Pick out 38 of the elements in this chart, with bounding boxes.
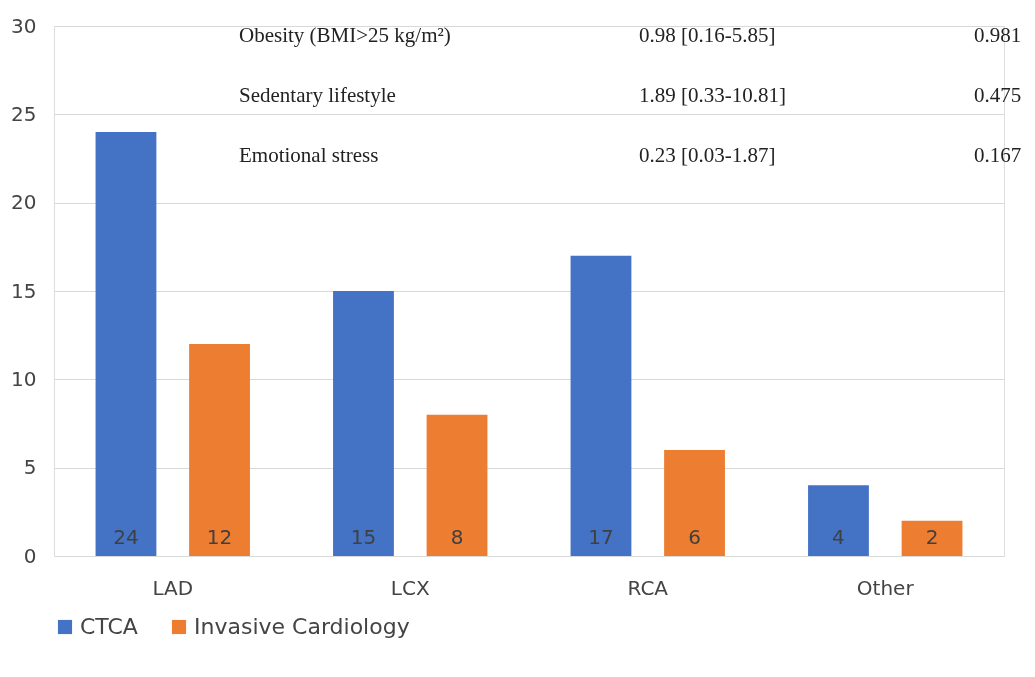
annotation: Sedentary lifestyle: [239, 83, 396, 107]
y-tick-label: 25: [11, 101, 37, 126]
y-tick-label: 30: [11, 13, 37, 38]
bar: [570, 255, 632, 556]
x-tick-label: Other: [856, 575, 915, 600]
legend-label: CTCA: [80, 614, 138, 639]
bar: [664, 450, 725, 556]
annotation: Emotional stress: [239, 143, 379, 167]
y-tick-label: 10: [11, 366, 37, 391]
data-label: 2: [925, 525, 939, 549]
data-label: 24: [113, 525, 139, 549]
x-tick-label: LAD: [152, 575, 194, 600]
y-tick-label: 15: [11, 278, 37, 303]
bar: [95, 132, 157, 556]
annotation: 1.89 [0.33-10.81]: [639, 83, 786, 107]
y-tick-label: 5: [23, 455, 37, 480]
x-tick-label: LCX: [390, 575, 430, 600]
annotation: 0.167: [974, 143, 1022, 167]
data-label: 8: [450, 525, 464, 549]
data-label: 4: [832, 525, 845, 549]
annotation: 0.98 [0.16-5.85]: [639, 23, 776, 47]
bar: [808, 485, 869, 556]
data-label: 15: [350, 525, 377, 549]
annotation: 0.475: [974, 83, 1022, 107]
annotation: 0.981: [974, 23, 1022, 47]
y-tick-label: 0: [23, 543, 37, 568]
bar: [426, 414, 488, 556]
annotation: 0.23 [0.03-1.87]: [639, 143, 776, 167]
bar: [333, 291, 394, 556]
legend-label: Invasive Cardiology: [194, 614, 410, 639]
annotation: Obesity (BMI>25 kg/m²): [239, 23, 451, 47]
data-label: 6: [688, 525, 701, 549]
bar: [189, 344, 250, 556]
y-tick-label: 20: [11, 190, 37, 215]
data-label: 17: [588, 525, 614, 549]
x-tick-label: RCA: [627, 575, 669, 600]
data-label: 12: [206, 525, 233, 549]
bar: [901, 520, 963, 556]
